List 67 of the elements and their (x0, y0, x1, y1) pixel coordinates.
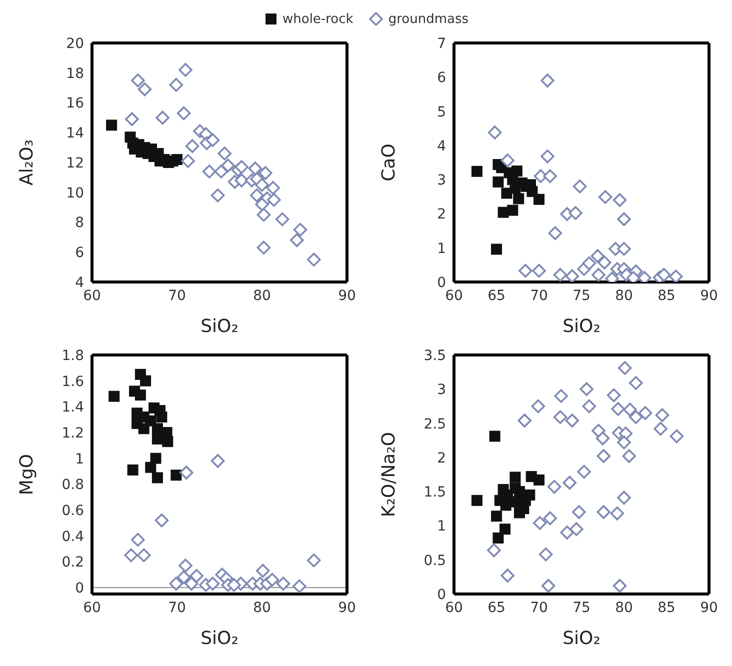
x-tick-label: 90 (338, 600, 356, 616)
x-tick-label: 80 (253, 600, 271, 616)
y-tick-label: 18 (66, 66, 84, 82)
y-tick-label: 3.5 (424, 348, 446, 364)
x-tick-label: 60 (445, 600, 463, 616)
x-tick-label: 60 (83, 288, 101, 304)
x-tick-label: 80 (615, 600, 633, 616)
y-tick-label: 5 (437, 104, 446, 120)
y-tick-label: 2 (437, 206, 446, 223)
y-tick-label: 1.5 (424, 484, 446, 501)
y-tick-label: 4 (75, 274, 84, 291)
x-tick-label: 80 (253, 288, 271, 304)
x-axis-title: SiO₂ (562, 628, 600, 649)
y-axis-title: K₂O/Na₂O (378, 432, 400, 518)
y-tick-label: 6 (437, 70, 446, 86)
x-tick-label: 90 (700, 600, 718, 616)
x-tick-label: 60 (83, 600, 101, 616)
y-tick-label: 0 (75, 580, 84, 597)
x-tick-label: 70 (530, 288, 548, 304)
y-tick-label: 2.5 (424, 416, 446, 432)
y-tick-label: 0 (437, 586, 446, 603)
x-axis-title: SiO₂ (200, 316, 238, 337)
y-tick-label: 14 (66, 126, 84, 142)
x-tick-label: 75 (572, 288, 590, 304)
y-tick-label: 3 (437, 172, 446, 189)
y-tick-label: 7 (437, 36, 446, 52)
y-tick-label: 1 (437, 240, 446, 257)
y-tick-label: 2 (437, 450, 446, 466)
x-axis-title: SiO₂ (200, 628, 238, 649)
y-tick-label: 6 (75, 245, 84, 262)
y-tick-label: 1.6 (62, 374, 84, 390)
x-tick-label: 70 (168, 288, 186, 304)
y-tick-label: 0.5 (424, 552, 446, 569)
y-tick-label: 0.2 (62, 554, 84, 571)
y-axis-title: CaO (378, 144, 400, 182)
y-tick-label: 1.2 (62, 425, 84, 442)
y-tick-label: 1.4 (62, 400, 84, 416)
x-axis-title: SiO₂ (562, 316, 600, 337)
legend-label: groundmass (387, 12, 468, 26)
x-tick-label: 80 (615, 288, 633, 304)
x-tick-label: 90 (338, 288, 356, 304)
x-tick-label: 60 (445, 288, 463, 304)
y-tick-label: 0.8 (62, 477, 84, 494)
y-tick-label: 1 (75, 451, 84, 468)
x-tick-label: 85 (658, 600, 676, 616)
x-tick-label: 70 (168, 600, 186, 616)
x-tick-label: 75 (572, 600, 590, 616)
y-tick-label: 0 (437, 274, 446, 291)
y-tick-label: 0.4 (62, 528, 84, 545)
y-tick-label: 10 (66, 185, 84, 202)
y-tick-label: 20 (66, 36, 84, 52)
x-tick-label: 70 (530, 600, 548, 616)
y-tick-label: 1.8 (62, 348, 84, 364)
y-tick-label: 0.6 (62, 502, 84, 519)
legend-label: whole-rock (282, 12, 354, 26)
x-tick-label: 65 (488, 288, 506, 304)
y-axis-title: MgO (16, 454, 38, 496)
x-tick-label: 85 (658, 288, 676, 304)
y-tick-label: 1 (437, 518, 446, 535)
x-tick-label: 90 (700, 288, 718, 304)
y-tick-label: 4 (437, 138, 446, 154)
y-axis-title: Al₂O₃ (16, 140, 38, 186)
y-tick-label: 16 (66, 96, 84, 112)
y-tick-label: 3 (437, 382, 446, 398)
y-tick-label: 12 (66, 155, 84, 172)
x-tick-label: 65 (488, 600, 506, 616)
y-tick-label: 8 (75, 215, 84, 232)
